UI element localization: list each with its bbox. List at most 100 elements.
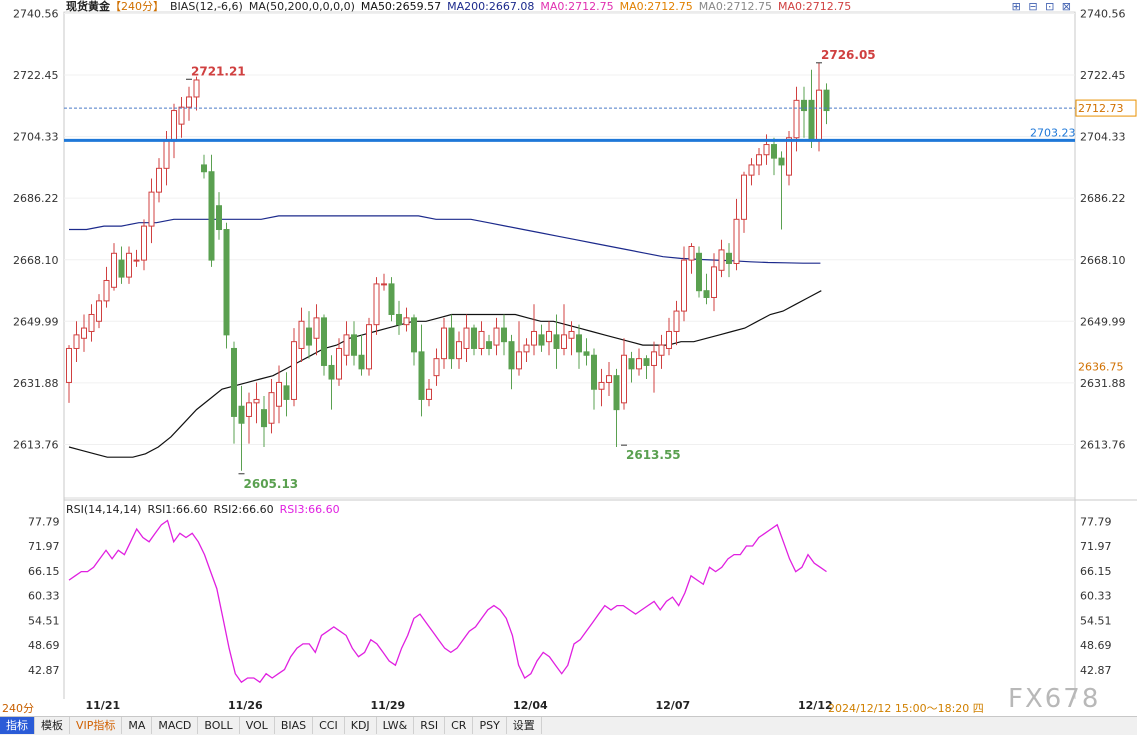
candle-body xyxy=(358,354,365,370)
ma0-value-a: MA0:2712.75 xyxy=(540,0,614,13)
candle xyxy=(373,277,380,335)
y-tick-left: 2704.33 xyxy=(13,131,59,144)
rsi-panel: 77.79 77.79 71.97 71.97 66.15 66.15 60.33 60.33… xyxy=(28,515,1112,684)
candle xyxy=(606,362,612,397)
candle-body xyxy=(778,157,785,166)
tab-10[interactable]: LW& xyxy=(377,717,415,734)
last-price-label: 2712.73 xyxy=(1078,102,1124,115)
y-axis: 2740.56 2740.56 2722.45 2722.45 2704.33 2704.… xyxy=(13,7,1126,451)
x-tick-label: 12/12 xyxy=(798,699,833,712)
tab-11[interactable]: RSI xyxy=(414,717,446,734)
rsi-tick-right: 42.87 xyxy=(1080,664,1112,677)
ma0-value-d: MA0:2712.75 xyxy=(778,0,852,13)
y-tick-left: 2722.45 xyxy=(13,69,59,82)
candle xyxy=(823,83,830,125)
candle xyxy=(583,338,590,366)
watermark: FX678 xyxy=(1008,684,1101,714)
candle xyxy=(636,348,642,376)
candle-body xyxy=(103,279,110,302)
main-plot-frame xyxy=(63,11,1076,499)
tab-0[interactable]: 指标 xyxy=(0,717,35,734)
candle-body xyxy=(283,385,290,400)
candle-body xyxy=(478,330,485,349)
candle-body xyxy=(808,99,815,142)
rsi-tick-right: 66.15 xyxy=(1080,565,1112,578)
candle xyxy=(703,273,710,305)
y-tick-right: 2722.45 xyxy=(1080,69,1126,82)
tab-1[interactable]: 模板 xyxy=(35,717,70,734)
candle-body xyxy=(748,164,755,176)
candle-body xyxy=(598,381,605,390)
x-tick-label: 12/07 xyxy=(656,699,691,712)
candle-body xyxy=(741,174,747,220)
support-label: 2703.23 xyxy=(1030,126,1076,139)
rsi2-value: RSI2:66.60 xyxy=(213,503,274,516)
tab-14[interactable]: 设置 xyxy=(507,717,542,734)
candle-body xyxy=(606,375,612,383)
candle xyxy=(133,249,140,267)
candle xyxy=(628,351,635,383)
candle-body xyxy=(816,89,822,142)
candle-body xyxy=(793,99,800,139)
tab-3[interactable]: MA xyxy=(122,717,153,734)
tab-4[interactable]: MACD xyxy=(152,717,199,734)
candle-body xyxy=(396,313,402,326)
zoom-in-icon[interactable]: ⊟ xyxy=(1028,0,1040,13)
candle-body xyxy=(448,327,455,360)
candle-body xyxy=(418,351,425,400)
x-tick-label: 12/04 xyxy=(513,699,548,712)
candle-body xyxy=(696,252,702,292)
candle xyxy=(396,300,402,335)
candle-body xyxy=(163,140,170,169)
period-indicator[interactable]: 240分 xyxy=(0,700,36,716)
candle xyxy=(66,345,72,403)
y-tick-left: 2686.22 xyxy=(13,192,59,205)
tab-9[interactable]: KDJ xyxy=(345,717,377,734)
candle-body xyxy=(703,290,710,298)
candle xyxy=(321,314,327,376)
candle xyxy=(688,243,695,274)
candle xyxy=(486,334,492,356)
rsi-tick-right: 48.69 xyxy=(1080,639,1112,652)
candle-body xyxy=(223,229,230,336)
tab-7[interactable]: BIAS xyxy=(275,717,314,734)
ma0-value-b: MA0:2712.75 xyxy=(619,0,693,13)
candle-body xyxy=(711,266,717,298)
candle xyxy=(336,338,342,386)
bias-label[interactable]: BIAS(12,-6,6) xyxy=(170,0,243,13)
grid-icon[interactable]: ⊞ xyxy=(1011,0,1023,13)
candle xyxy=(403,307,410,332)
candle xyxy=(366,317,372,376)
ma-label[interactable]: MA(50,200,0,0,0,0) xyxy=(248,0,355,13)
y-tick-right: 2686.22 xyxy=(1080,192,1126,205)
candle xyxy=(771,137,777,176)
candle xyxy=(448,314,455,369)
tab-8[interactable]: CCI xyxy=(313,717,345,734)
tab-6[interactable]: VOL xyxy=(240,717,275,734)
x-tick-label: 11/29 xyxy=(371,699,406,712)
candle-body xyxy=(433,358,440,377)
candle-body xyxy=(291,341,297,400)
y-tick-left: 2613.76 xyxy=(13,438,59,451)
candle xyxy=(118,246,125,284)
candle-body xyxy=(336,347,342,380)
ma200-polyline xyxy=(69,215,821,264)
candle-body xyxy=(306,327,312,346)
period-label[interactable]: 【240分】 xyxy=(110,0,164,13)
tab-2[interactable]: VIP指标 xyxy=(70,717,123,734)
candle xyxy=(463,314,470,363)
settings-icon[interactable]: ⊡ xyxy=(1045,0,1057,13)
fullscreen-icon[interactable]: ⊠ xyxy=(1061,0,1073,13)
tab-12[interactable]: CR xyxy=(445,717,474,734)
candle-body xyxy=(621,354,627,404)
rsi-label[interactable]: RSI(14,14,14) xyxy=(66,503,142,516)
tab-5[interactable]: BOLL xyxy=(198,717,240,734)
candle xyxy=(531,304,537,356)
candle-body xyxy=(381,283,387,286)
candle-body xyxy=(411,317,417,353)
tab-13[interactable]: PSY xyxy=(473,717,507,734)
candle xyxy=(253,382,260,424)
candle-body xyxy=(546,330,552,343)
candle-body xyxy=(786,137,792,176)
candle-body xyxy=(726,252,732,264)
